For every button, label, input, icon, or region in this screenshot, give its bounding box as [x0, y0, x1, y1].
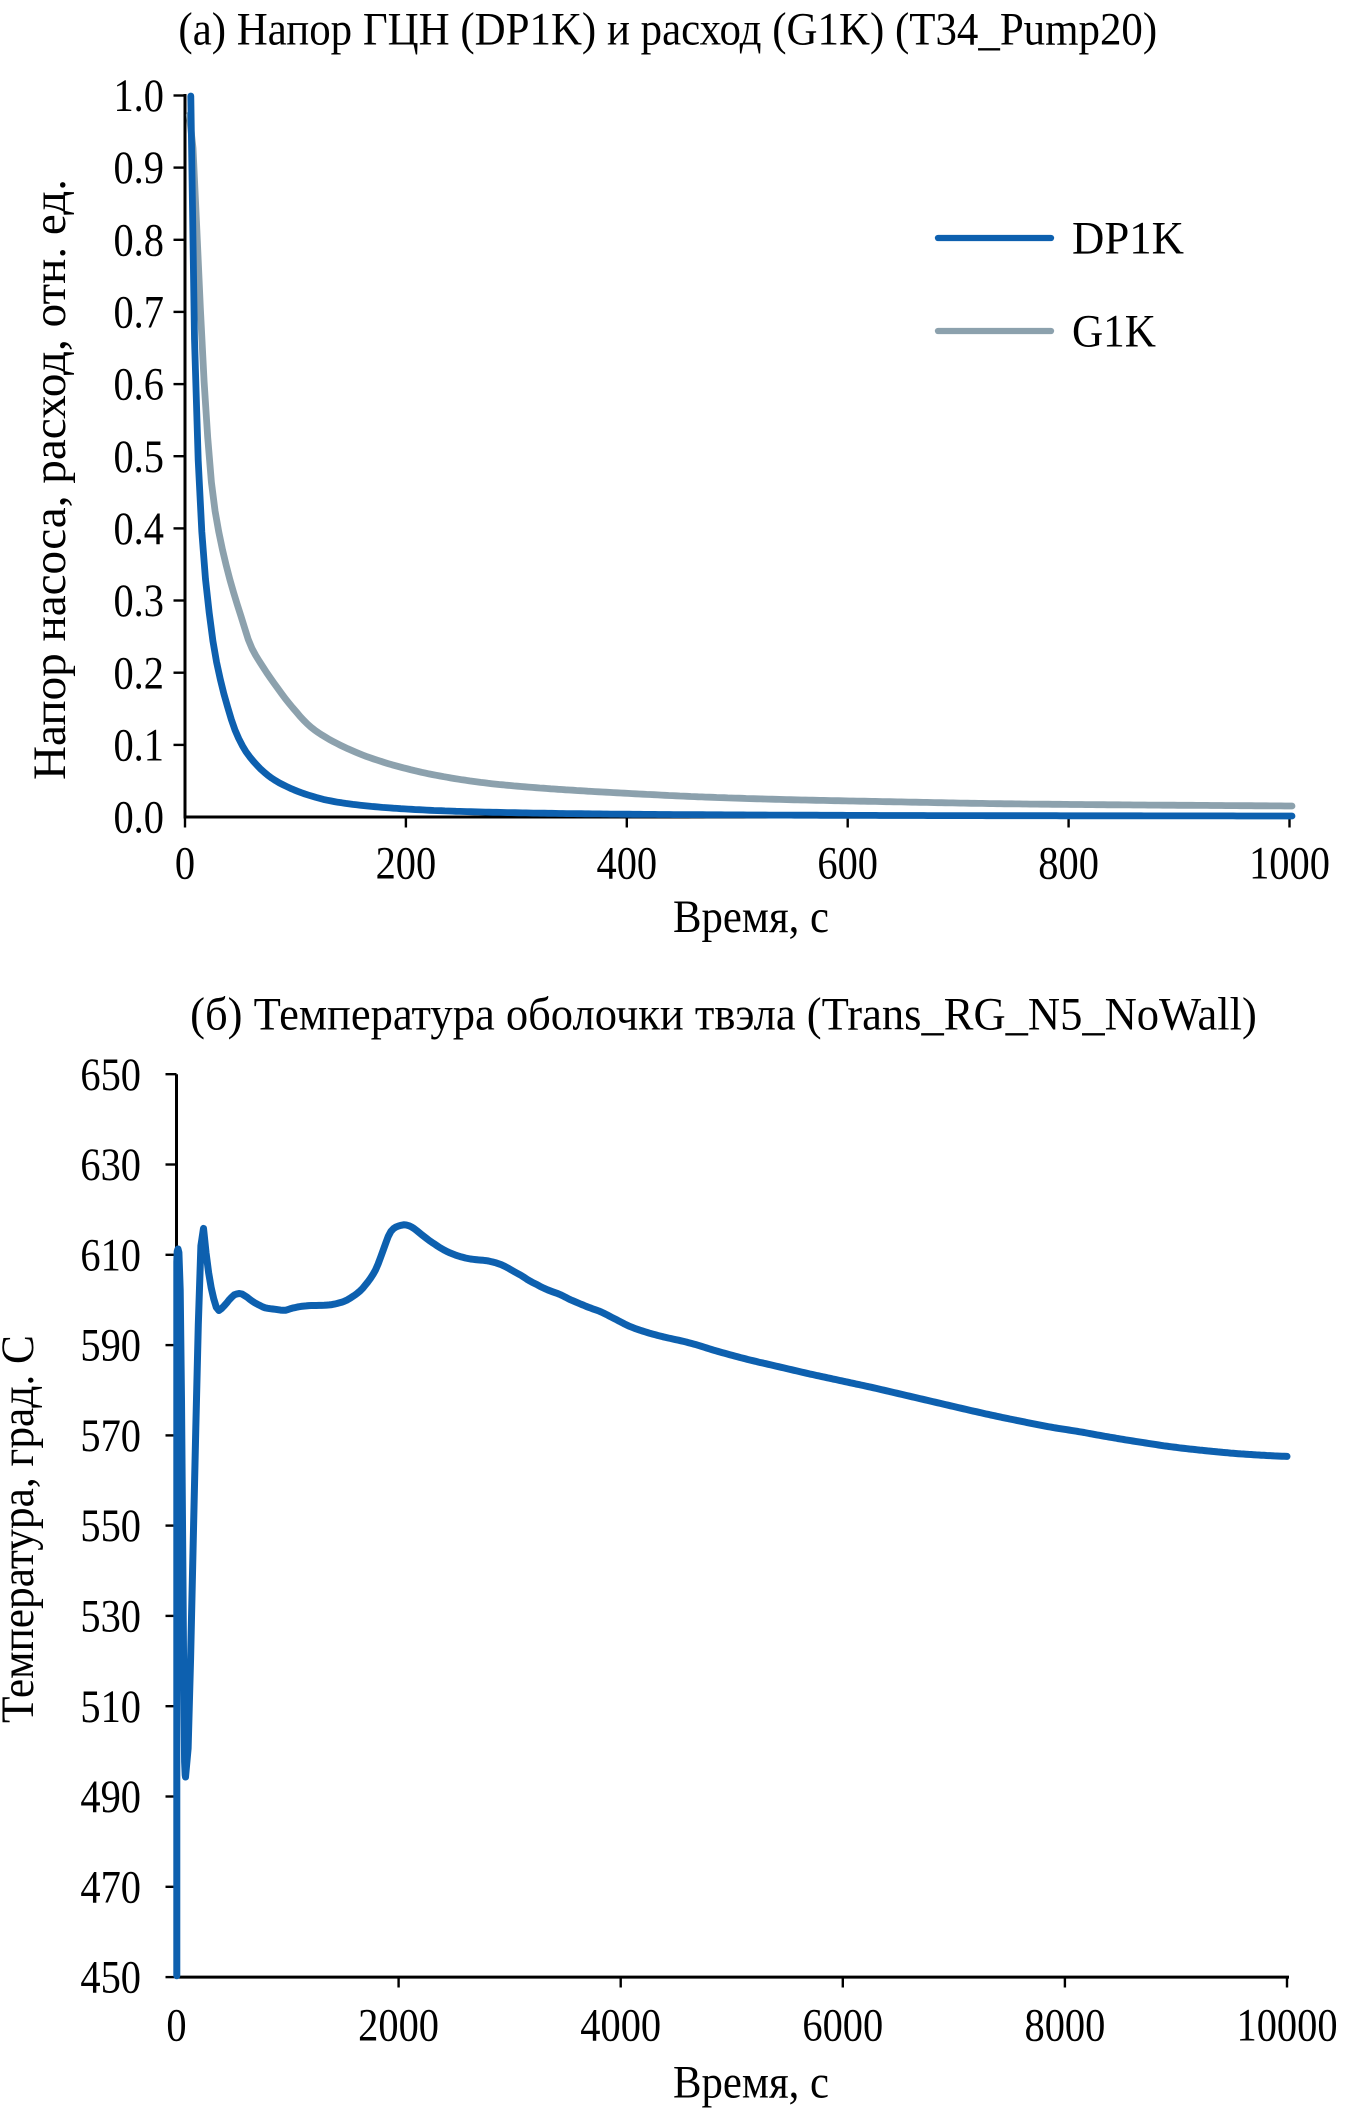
svg-text:610: 610: [80, 1230, 141, 1281]
svg-text:0.0: 0.0: [113, 792, 164, 843]
svg-text:Время, с: Время, с: [673, 2056, 829, 2108]
svg-text:550: 550: [80, 1500, 141, 1551]
svg-text:2000: 2000: [358, 2000, 439, 2051]
svg-text:0: 0: [166, 2000, 186, 2051]
svg-text:0.5: 0.5: [113, 431, 164, 482]
svg-text:10000: 10000: [1236, 2000, 1337, 2051]
svg-text:400: 400: [596, 838, 657, 889]
svg-text:0.3: 0.3: [113, 575, 164, 626]
svg-text:0.6: 0.6: [113, 359, 164, 410]
svg-text:490: 490: [80, 1771, 141, 1822]
svg-text:590: 590: [80, 1320, 141, 1371]
svg-text:8000: 8000: [1024, 2000, 1105, 2051]
svg-text:800: 800: [1038, 838, 1099, 889]
svg-text:6000: 6000: [802, 2000, 883, 2051]
svg-text:0.2: 0.2: [113, 648, 164, 699]
svg-text:1.0: 1.0: [113, 70, 164, 121]
svg-text:510: 510: [80, 1681, 141, 1732]
svg-text:Время, с: Время, с: [673, 890, 829, 942]
svg-text:DP1K: DP1K: [1072, 212, 1184, 264]
svg-text:0.4: 0.4: [113, 503, 164, 554]
svg-text:0.7: 0.7: [113, 287, 164, 338]
svg-text:0.1: 0.1: [113, 720, 164, 771]
svg-text:G1K: G1K: [1072, 305, 1156, 357]
svg-text:630: 630: [80, 1139, 141, 1190]
svg-text:0.9: 0.9: [113, 142, 164, 193]
svg-text:(б) Температура оболочки твэла: (б) Температура оболочки твэла (Trans_RG…: [190, 987, 1257, 1039]
svg-text:200: 200: [376, 838, 437, 889]
svg-text:470: 470: [80, 1862, 141, 1913]
svg-text:600: 600: [817, 838, 878, 889]
svg-text:0.8: 0.8: [113, 215, 164, 266]
svg-text:(а) Напор ГЦН (DP1K) и расход: (а) Напор ГЦН (DP1K) и расход (G1K) (T34…: [178, 3, 1157, 55]
svg-text:Напор насоса, расход, отн. ед.: Напор насоса, расход, отн. ед.: [24, 179, 76, 780]
svg-text:0: 0: [175, 838, 195, 889]
svg-text:Температура, град. С: Температура, град. С: [0, 1335, 43, 1723]
svg-text:650: 650: [80, 1049, 141, 1100]
svg-text:1000: 1000: [1249, 838, 1330, 889]
svg-text:450: 450: [80, 1952, 141, 2003]
svg-text:4000: 4000: [580, 2000, 661, 2051]
svg-text:530: 530: [80, 1591, 141, 1642]
svg-text:570: 570: [80, 1410, 141, 1461]
